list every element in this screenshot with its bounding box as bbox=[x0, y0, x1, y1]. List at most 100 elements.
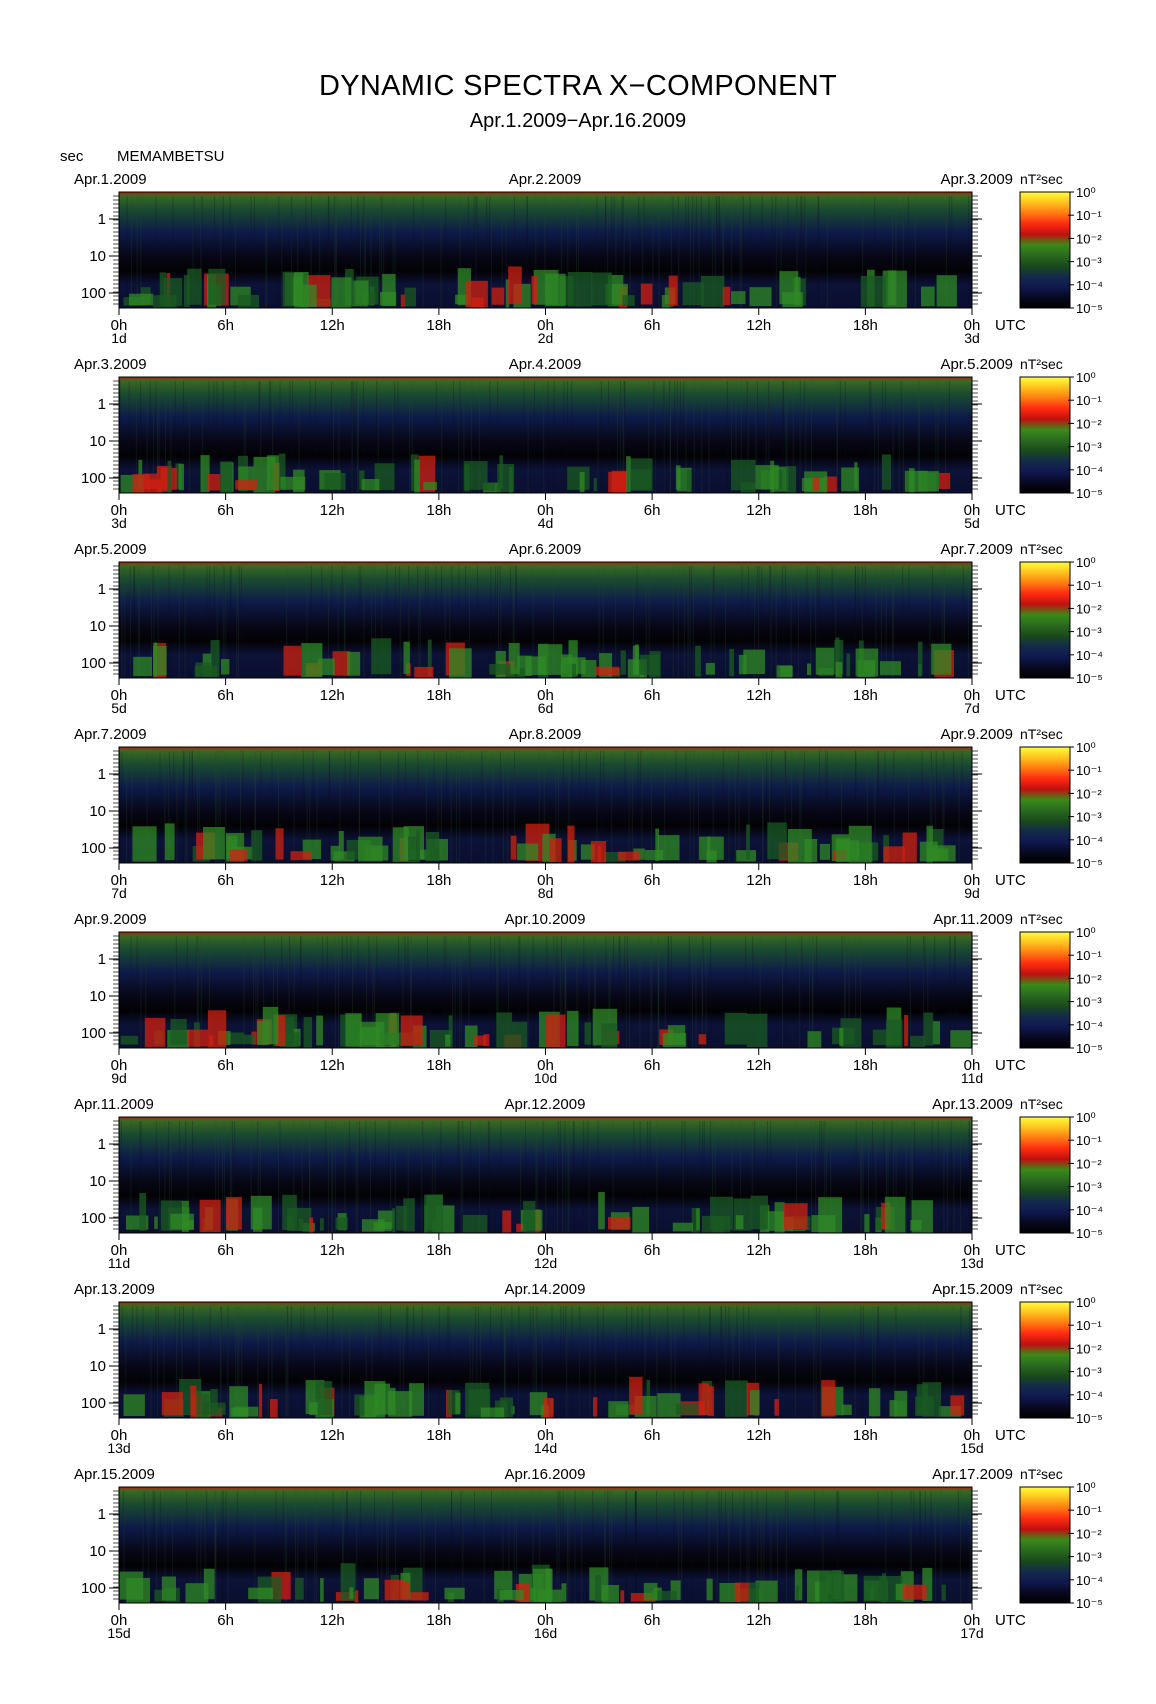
texture-line bbox=[811, 381, 812, 493]
texture-line bbox=[350, 936, 352, 1048]
texture-line bbox=[757, 566, 759, 678]
texture-line bbox=[527, 381, 529, 493]
activity-blob bbox=[389, 1387, 396, 1415]
texture-line bbox=[321, 936, 323, 1048]
texture-line bbox=[301, 1121, 303, 1233]
activity-blob bbox=[371, 638, 392, 675]
texture-line bbox=[236, 1491, 238, 1603]
texture-line bbox=[371, 566, 373, 678]
texture-line bbox=[119, 381, 121, 493]
texture-line bbox=[561, 936, 562, 1048]
colorbar-tick-label: 10⁻⁵ bbox=[1076, 1411, 1103, 1426]
texture-line bbox=[123, 1491, 125, 1603]
texture-line bbox=[731, 381, 732, 493]
activity-blob bbox=[207, 1010, 227, 1048]
colorbar-tick-label: 10⁻⁴ bbox=[1076, 1018, 1103, 1033]
texture-line bbox=[152, 1491, 154, 1603]
panel-start-date: Apr.13.2009 bbox=[74, 1281, 155, 1298]
colorbar-tick-label: 10⁻⁵ bbox=[1076, 671, 1103, 686]
texture-line bbox=[785, 1491, 787, 1603]
texture-line bbox=[363, 381, 364, 493]
texture-line bbox=[219, 751, 221, 863]
activity-blob bbox=[510, 835, 517, 860]
colorbar bbox=[1019, 376, 1071, 494]
texture-line bbox=[701, 381, 703, 493]
texture-line bbox=[124, 566, 126, 678]
texture-line bbox=[775, 566, 777, 678]
texture-line bbox=[184, 566, 186, 678]
texture-line bbox=[536, 1306, 538, 1418]
texture-line bbox=[417, 566, 419, 678]
activity-blob bbox=[181, 1200, 189, 1232]
activity-blob bbox=[152, 295, 177, 308]
texture-line bbox=[321, 566, 323, 678]
texture-line bbox=[215, 1491, 217, 1603]
day-label: 12d bbox=[534, 1255, 557, 1271]
texture-line bbox=[685, 751, 687, 863]
activity-blob bbox=[338, 831, 344, 860]
texture-line bbox=[238, 566, 240, 678]
activity-blob bbox=[508, 643, 520, 674]
texture-line bbox=[257, 936, 259, 1048]
activity-blob bbox=[533, 269, 559, 305]
x-tick-label: 0h bbox=[111, 1612, 128, 1629]
day-label: 11d bbox=[108, 1255, 130, 1271]
texture-line bbox=[479, 381, 481, 493]
x-tick-label: 6h bbox=[644, 1057, 661, 1074]
texture-line bbox=[893, 751, 895, 863]
x-tick-label: 0h bbox=[111, 872, 128, 889]
texture-line bbox=[874, 1306, 876, 1418]
texture-line bbox=[159, 1121, 161, 1233]
activity-blob bbox=[593, 1397, 598, 1417]
texture-line bbox=[945, 381, 947, 493]
texture-line bbox=[366, 936, 368, 1048]
texture-line bbox=[702, 1121, 704, 1233]
activity-blob bbox=[266, 455, 279, 490]
texture-line bbox=[816, 566, 818, 678]
texture-line bbox=[120, 1121, 122, 1233]
texture-line bbox=[677, 196, 679, 308]
texture-line bbox=[469, 936, 471, 1048]
texture-line bbox=[801, 936, 803, 1048]
texture-line bbox=[465, 566, 467, 678]
activity-blob bbox=[815, 647, 835, 675]
texture-line bbox=[309, 751, 311, 863]
texture-line bbox=[460, 1491, 462, 1603]
utc-label: UTC bbox=[995, 872, 1026, 889]
texture-line bbox=[403, 1306, 405, 1418]
texture-line bbox=[683, 381, 685, 493]
texture-line bbox=[556, 936, 558, 1048]
activity-blob bbox=[686, 469, 692, 493]
panel-mid-date: Apr.8.2009 bbox=[509, 726, 582, 743]
texture-line bbox=[250, 196, 252, 308]
texture-line bbox=[503, 1306, 505, 1418]
texture-line bbox=[844, 936, 846, 1048]
texture-line bbox=[147, 1491, 149, 1603]
texture-line bbox=[908, 751, 910, 863]
y-tick-label: 10 bbox=[89, 988, 106, 1005]
texture-line bbox=[200, 1491, 202, 1603]
activity-blob bbox=[734, 1582, 751, 1602]
activity-blob bbox=[655, 828, 659, 861]
texture-line bbox=[344, 751, 346, 863]
activity-blob bbox=[227, 1032, 244, 1045]
texture-line bbox=[813, 1306, 815, 1418]
activity-blob bbox=[517, 843, 539, 861]
texture-line bbox=[738, 751, 740, 863]
texture-line bbox=[309, 381, 311, 493]
x-tick-label: 12h bbox=[320, 1427, 345, 1444]
activity-blob bbox=[779, 271, 799, 305]
texture-line bbox=[874, 196, 876, 308]
texture-line bbox=[747, 566, 749, 678]
texture-line bbox=[343, 566, 345, 678]
activity-blob bbox=[287, 1207, 312, 1231]
activity-blob bbox=[208, 268, 226, 305]
x-tick-label: 0h bbox=[964, 1242, 981, 1259]
texture-line bbox=[929, 566, 931, 678]
x-tick-label: 12h bbox=[746, 872, 771, 889]
x-tick-label: 0h bbox=[537, 1242, 554, 1259]
x-tick-label: 12h bbox=[746, 687, 771, 704]
texture-line bbox=[553, 566, 555, 678]
activity-blob bbox=[331, 277, 352, 308]
activity-blob bbox=[774, 1202, 785, 1233]
